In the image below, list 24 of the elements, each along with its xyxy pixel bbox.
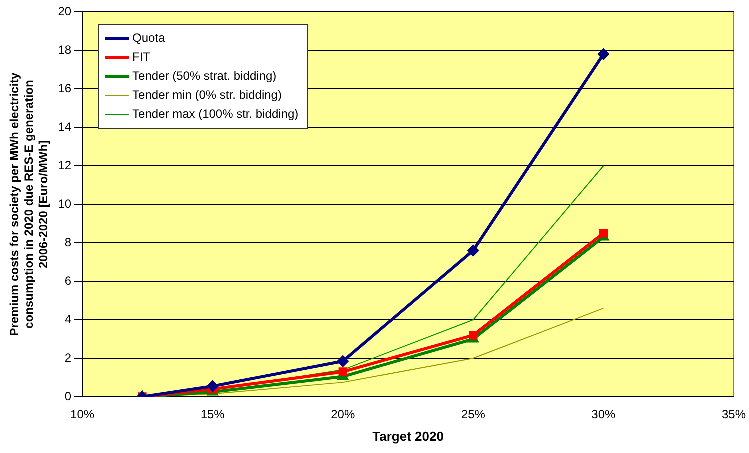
y-tick-label: 0 [64, 389, 72, 404]
y-tick-label: 16 [58, 81, 72, 96]
y-tick-label: 6 [64, 274, 72, 288]
x-tick-label: 10% [70, 408, 95, 422]
legend-label: Tender max (100% str. bidding) [132, 106, 299, 123]
y-tick-label: 14 [58, 120, 72, 134]
x-tick-label: 15% [200, 408, 226, 422]
x-tick-label: 35% [722, 408, 746, 422]
x-tick-label: 30% [592, 408, 616, 422]
legend-label: Tender min (0% str. bidding) [132, 87, 282, 104]
y-tick-label: 10 [58, 196, 72, 211]
legend-label: Tender (50% strat. bidding) [132, 68, 277, 85]
y-tick-label: 18 [58, 42, 72, 57]
x-axis-title: Target 2020 [372, 428, 444, 444]
y-axis-title: Premium costs for society per MWh electricity consumption in 2020 due RES-E generation 2006-2020 [Euro/MWh] [8, 72, 50, 336]
x-tick-label: 25% [461, 408, 486, 422]
y-tick-label: 8 [64, 235, 72, 250]
x-tick-label: 20% [331, 408, 356, 422]
legend-label: FIT [132, 49, 151, 66]
y-tick-label: 20 [58, 4, 72, 18]
legend-label: Quota [132, 30, 166, 47]
y-tick-label: 2 [64, 350, 72, 365]
y-tick-label: 4 [64, 312, 72, 326]
y-tick-label: 12 [58, 158, 72, 172]
